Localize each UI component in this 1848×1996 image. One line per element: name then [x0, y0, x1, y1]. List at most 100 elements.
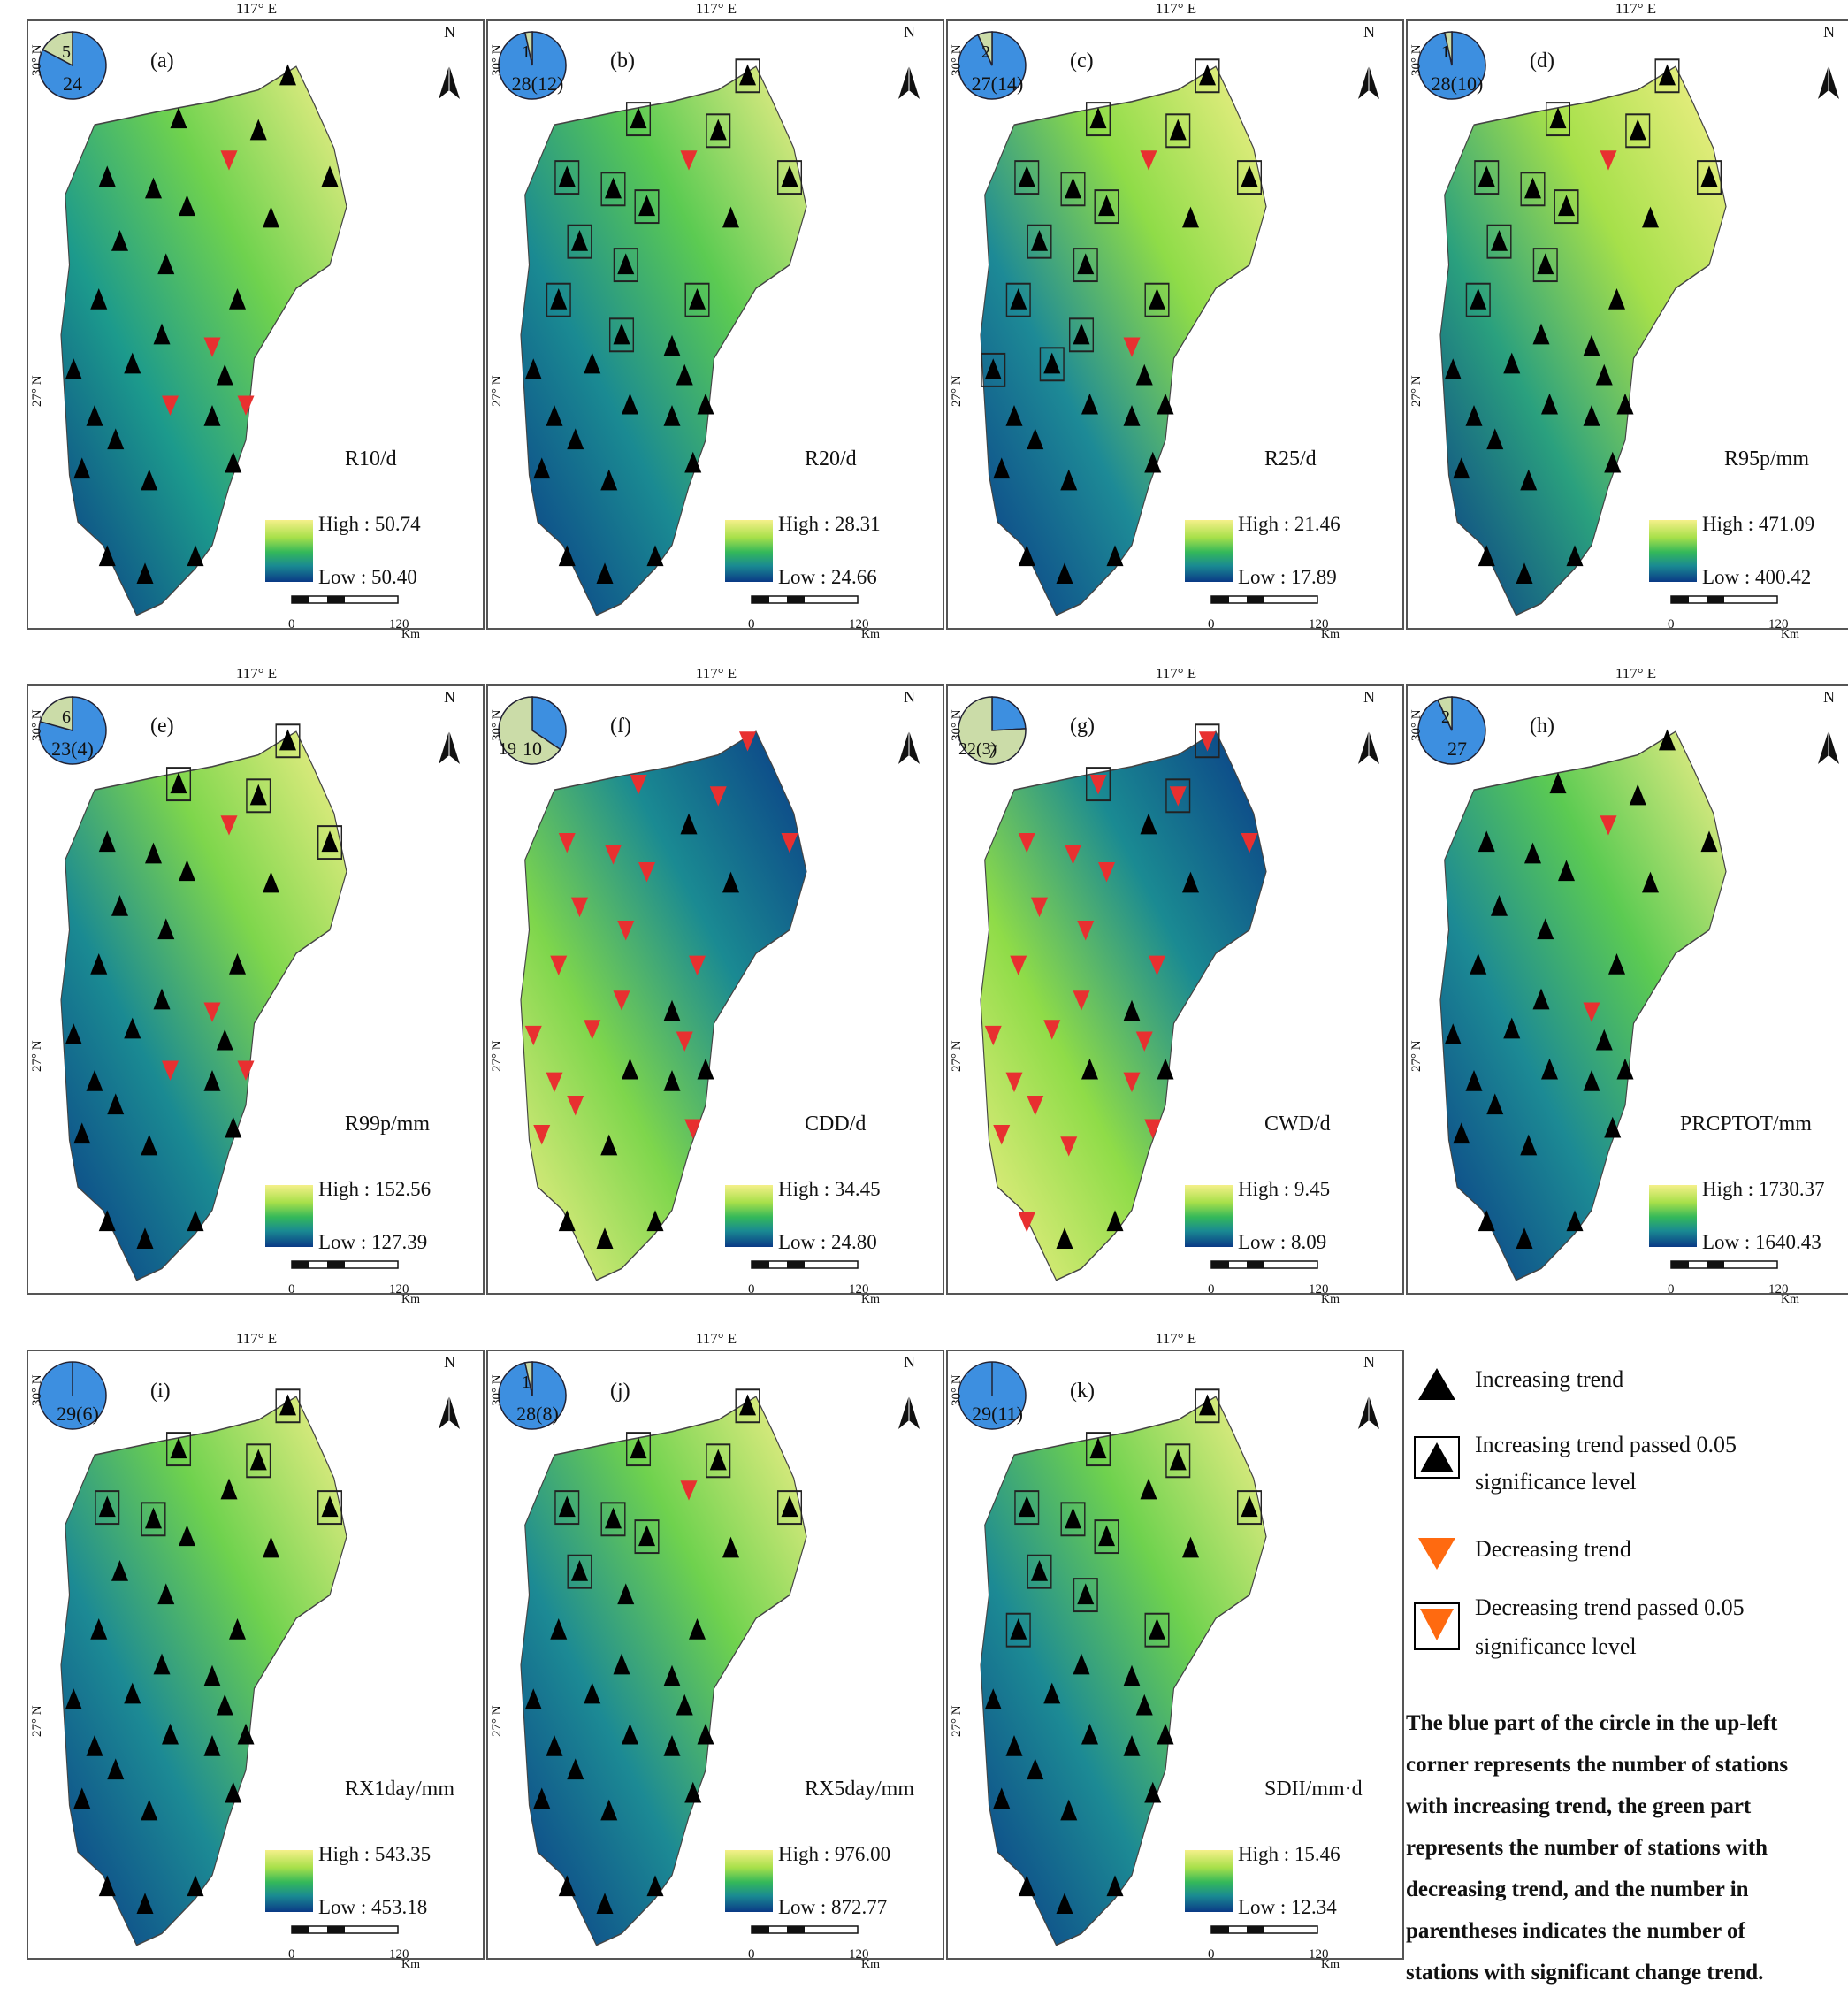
pie-green-count: 6 [62, 707, 71, 727]
scale-zero: 0 [1208, 1282, 1215, 1296]
significance-box [554, 1490, 580, 1526]
latitude-label-top: 30° N [1409, 44, 1424, 76]
scale-bar [291, 1260, 399, 1269]
station-increasing [1659, 729, 1676, 751]
scale-bar [751, 595, 859, 604]
station-increasing [225, 1781, 242, 1803]
latitude-label-bottom: 27° N [950, 1705, 964, 1737]
index-name: R99p/mm [345, 1113, 431, 1136]
station-increasing [571, 1560, 588, 1581]
pie-green-count: 5 [62, 42, 71, 62]
station-increasing [73, 457, 91, 479]
station-increasing [1558, 860, 1575, 882]
legend-high-value: High : 34.45 [778, 1178, 881, 1200]
latitude-label-top: 30° N [1409, 709, 1424, 741]
pie-blue-count: 23(4) [51, 738, 94, 760]
north-label: N [904, 1353, 915, 1371]
legend-low-value: Low : 453.18 [318, 1896, 428, 1918]
significance-box [1073, 248, 1098, 283]
north-arrow-icon [898, 1396, 920, 1429]
north-label: N [1823, 23, 1835, 41]
station-increasing [86, 1070, 103, 1091]
significance-box [600, 172, 626, 207]
significance-box [1085, 1432, 1111, 1467]
legend-decreasing: Decreasing trend [1475, 1536, 1631, 1562]
north-arrow-icon [898, 65, 920, 99]
station-increasing [263, 1536, 279, 1558]
station-decreasing [220, 815, 238, 836]
pie-green-count: 2 [1441, 707, 1450, 727]
station-increasing [1583, 1070, 1600, 1091]
significance-box [1545, 102, 1571, 137]
station-decreasing [571, 897, 588, 918]
latitude-label-top: 30° N [490, 1374, 504, 1406]
significance-box [625, 102, 652, 137]
station-increasing [567, 428, 584, 450]
note-line: represents the number of stations with [1406, 1836, 1768, 1860]
latitude-label-top: 30° N [30, 44, 44, 76]
significance-box [567, 1554, 592, 1589]
station-increasing [90, 953, 108, 975]
station-increasing [1123, 999, 1141, 1021]
station-increasing [1642, 871, 1659, 893]
color-ramp [1649, 1185, 1697, 1247]
scale-bar [1210, 1260, 1318, 1269]
station-increasing [596, 1227, 614, 1249]
increasing-trend-icon [1418, 1368, 1455, 1400]
station-increasing [663, 1664, 681, 1686]
north-arrow-icon [439, 1396, 460, 1429]
scale-unit: Km [861, 1958, 880, 1971]
decreasing-significant-icon [1414, 1602, 1460, 1650]
station-increasing [1157, 393, 1174, 415]
station-decreasing [533, 1125, 551, 1145]
north-label: N [444, 1353, 455, 1371]
station-decreasing [1031, 897, 1048, 918]
longitude-label: 117° E [235, 0, 278, 17]
scale-unit: Km [401, 1958, 420, 1971]
station-increasing [1169, 119, 1187, 141]
scale-zero: 0 [1208, 1947, 1215, 1962]
station-increasing [1123, 1735, 1141, 1756]
legend-high-value: High : 152.56 [318, 1178, 431, 1200]
pie-blue-count: 28(8) [516, 1403, 559, 1425]
station-increasing [124, 1682, 141, 1704]
station-increasing [1157, 1058, 1174, 1080]
legend-increasing-sig-1: Increasing trend passed 0.05 [1475, 1432, 1737, 1457]
scale-unit: Km [401, 1293, 420, 1306]
significance-box [165, 1432, 192, 1467]
significance-box [554, 160, 580, 195]
station-decreasing [1098, 862, 1115, 883]
station-increasing [605, 177, 622, 199]
longitude-label: 117° E [235, 1330, 278, 1347]
map-panel-a: 117° E [27, 0, 486, 641]
scale-distance: 120 [849, 1947, 869, 1962]
legend-decreasing-sig-2: significance level [1475, 1633, 1637, 1659]
station-increasing [1060, 469, 1078, 491]
station-increasing [157, 253, 175, 275]
station-increasing [663, 334, 681, 356]
station-increasing [1604, 1116, 1622, 1138]
map-canvas [958, 696, 1379, 1281]
north-label: N [444, 23, 455, 41]
index-name: RX1day/mm [345, 1778, 454, 1801]
longitude-label: 117° E [1155, 665, 1197, 682]
station-increasing [1516, 1227, 1533, 1249]
station-decreasing [1241, 833, 1258, 853]
station-increasing [1549, 772, 1567, 794]
station-increasing [216, 1694, 233, 1716]
station-increasing [1537, 918, 1554, 940]
station-increasing [216, 363, 233, 386]
station-increasing [162, 1723, 179, 1745]
station-decreasing [680, 150, 698, 171]
station-decreasing [1169, 786, 1187, 807]
station-increasing [1541, 393, 1558, 415]
legend-high-value: High : 15.46 [1238, 1843, 1340, 1865]
significance-box [1165, 1443, 1191, 1479]
pie-green-count: 19 [499, 739, 516, 759]
significance-box [1654, 58, 1680, 94]
north-arrow-icon [439, 65, 460, 99]
station-increasing [124, 1017, 141, 1039]
station-increasing [225, 451, 242, 473]
station-increasing [1157, 1723, 1174, 1745]
station-decreasing [1018, 833, 1035, 853]
